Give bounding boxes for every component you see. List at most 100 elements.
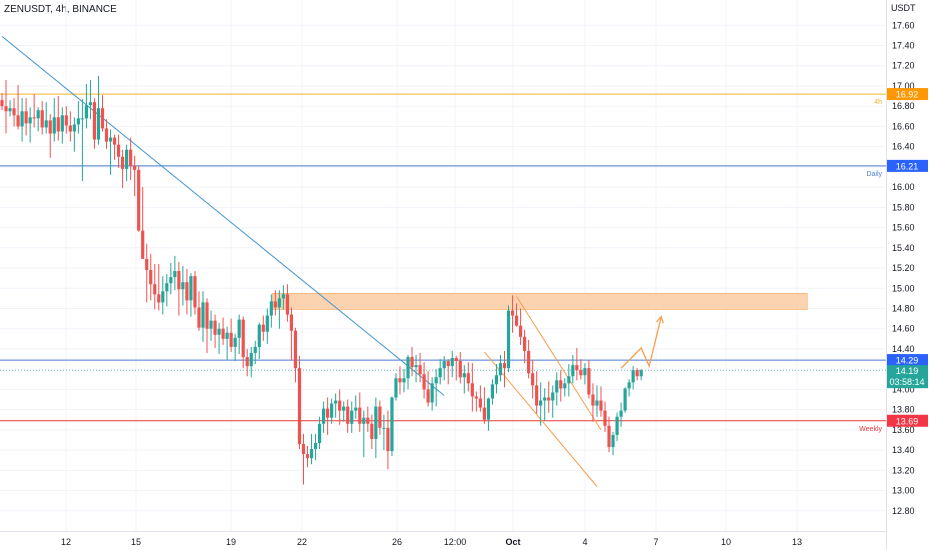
price-tick-label: 14.60 [892,324,915,334]
currency-label: USDT [891,3,916,13]
candle-body [498,363,503,376]
price-tick-label: 15.60 [892,223,915,233]
candle-body [531,373,535,386]
candle-body [92,102,97,140]
candle-body [116,144,121,157]
candle-body [326,408,330,418]
candle-body [378,406,382,428]
resistance-price-tag [887,354,928,367]
4h-level-label: 4h [874,99,882,106]
time-tick-label: 10 [721,537,731,547]
candle-body [133,165,137,170]
candle-body [301,444,306,455]
last-price-tag [887,365,928,389]
price-tick-label: 13.20 [892,465,915,475]
candle-body [619,410,623,417]
time-tick-label: 15 [131,537,141,547]
candle-body [72,124,76,132]
daily-price-tag [887,159,928,172]
price-tick-label: 15.20 [892,263,915,273]
candle-body [313,443,318,450]
weekly-price-tag [887,414,928,427]
candle-body [193,276,197,308]
candle-body [129,149,133,166]
candle-body [595,400,599,406]
candle-body [527,350,531,374]
time-tick-label: Oct [505,537,520,547]
candle-body [137,169,141,231]
price-tick-label: 14.80 [892,303,915,313]
candle-body [108,137,113,142]
price-tick-label: 12.80 [892,506,915,516]
candle-body [579,370,583,376]
candle-body [153,284,157,295]
candle-body [446,361,450,367]
resistance-zone [272,293,808,310]
candle-body [442,361,446,369]
candle-body [213,320,217,335]
candle-body [64,115,68,126]
time-tick-label: 12 [61,537,71,547]
candle-body [454,358,458,362]
candle-body [422,374,426,390]
candle-body [430,383,434,403]
candle-body [149,270,153,285]
last-price-text: 14.19 [896,366,919,376]
candle-body [362,417,366,424]
time-tick-label: 22 [297,537,307,547]
price-tick-label: 16.60 [892,121,915,131]
price-tick-label: 15.00 [892,283,915,293]
candle-body [382,427,386,429]
candle-body [502,363,507,369]
candle-body [418,365,422,375]
candle-body [225,332,229,339]
time-axis[interactable]: 12 15 19 22 26 12:00 Oct 4 7 10 13 [61,537,802,547]
channel-upper-line [516,296,602,431]
candle-body [490,384,495,399]
candle-body [209,320,213,329]
price-tick-label: 13.40 [892,445,915,455]
candle-body [374,406,378,439]
candle-body [285,294,290,315]
candle-body [518,325,523,337]
4h-price-tag-text: 16.92 [896,90,919,100]
candle-body [185,282,189,301]
candle-body [52,117,56,134]
candle-body [8,108,12,112]
candle-body [181,282,185,290]
candle-body [56,117,60,132]
candle-body [201,302,205,328]
countdown-text: 03:58:14 [889,377,924,387]
candle-body [281,294,285,299]
horizontal-levels: 4h Daily Weekly [0,93,886,433]
candle-body [494,375,499,385]
candle-body [398,378,402,383]
time-tick-label: 7 [653,537,658,547]
price-tick-label: 17.00 [892,81,915,91]
time-tick-label: 19 [226,537,236,547]
trendline-line [1,36,445,396]
projection-arrowhead [656,315,664,324]
candle-body [635,370,639,377]
candle-body [76,118,80,125]
candle-body [249,352,253,367]
candle-body [346,406,350,424]
candle-body [506,310,511,369]
daily-price-tag-text: 16.21 [896,161,919,171]
candle-body [478,398,482,408]
4h-price-tag [887,88,928,101]
candle-body [410,357,414,368]
candle-body [627,382,631,389]
candle-body [615,416,619,435]
candle-body [157,294,161,303]
candle-body [16,115,20,127]
candle-body [486,398,491,420]
candle-body [639,370,643,377]
candle-body [462,373,466,378]
price-tick-label: 15.80 [892,202,915,212]
candle-body [555,380,559,393]
candle-body [563,383,567,389]
candle-body [535,385,539,406]
